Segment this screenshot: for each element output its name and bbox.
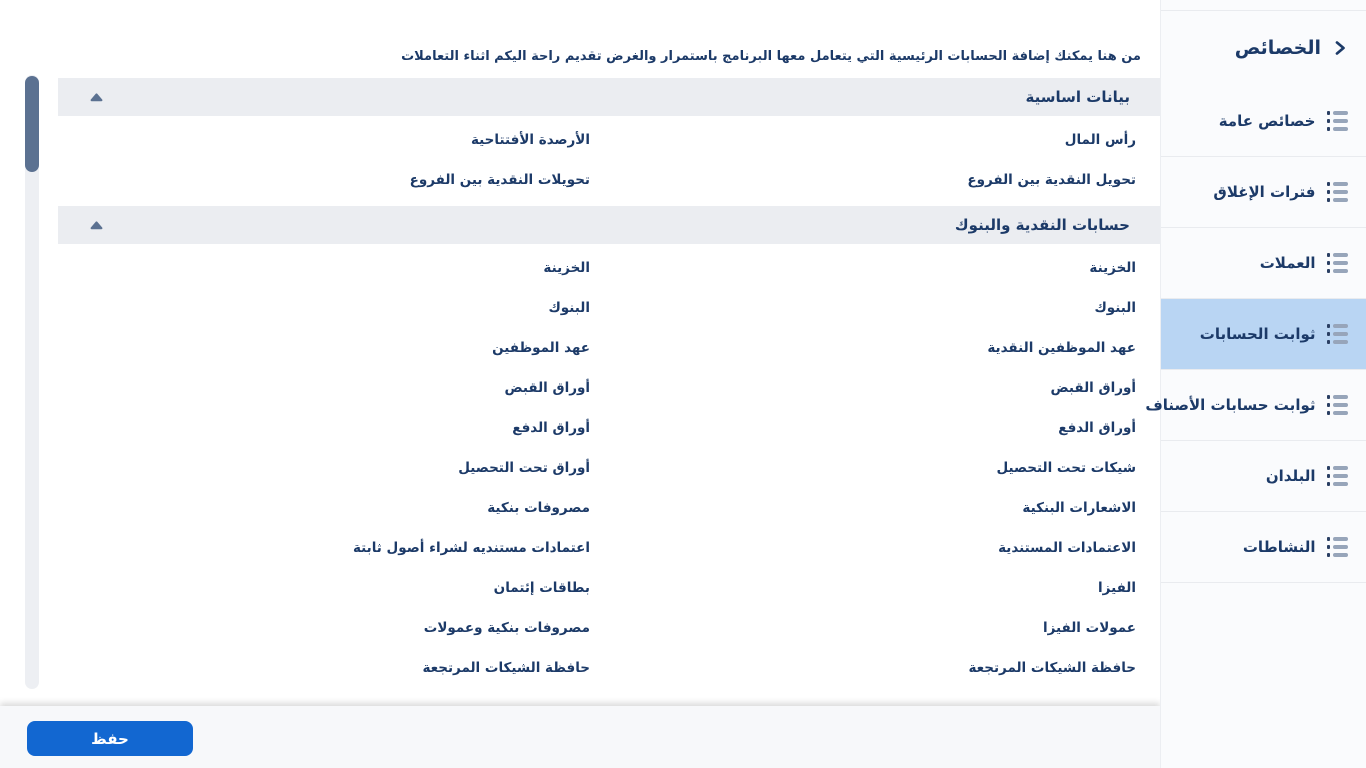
sidebar-item[interactable]: خصائص عامة <box>1161 86 1366 157</box>
list-icon <box>1326 323 1348 345</box>
account-row: البنوك البنوك <box>58 288 1160 328</box>
section-header[interactable]: حسابات النقدية والبنوك <box>58 206 1160 244</box>
account-row: عهد الموظفين النقدية عهد الموظفين <box>58 328 1160 368</box>
collapse-triangle-up-icon <box>90 92 103 102</box>
sidebar-header-properties[interactable]: الخصائص <box>1161 10 1366 86</box>
account-row-value[interactable]: تحويلات النقدية بين الفروع <box>409 172 590 188</box>
account-row-label: شيكات تحت التحصيل <box>996 460 1136 476</box>
sidebar-item-label: فترات الإغلاق <box>1213 183 1316 201</box>
section-rows: رأس المال الأرصدة الأفتتاحية تحويل النقدية… <box>58 120 1160 200</box>
account-row-value[interactable]: حافظة الشيكات المرتجعة <box>422 660 590 676</box>
account-row-label: رأس المال <box>1064 132 1136 148</box>
account-row: رأس المال الأرصدة الأفتتاحية <box>58 120 1160 160</box>
account-row-label: حافظة الشيكات المرتجعة <box>968 660 1136 676</box>
account-row-label: الفيزا <box>1098 580 1136 596</box>
list-icon <box>1326 536 1348 558</box>
sidebar-item[interactable]: العملات <box>1161 228 1366 299</box>
account-row: عمولات الفيزا مصروفات بنكية وعمولات <box>58 608 1160 648</box>
account-row-value[interactable]: أوراق الدفع <box>512 420 590 436</box>
account-row-label: عمولات الفيزا <box>1042 620 1136 636</box>
section-header[interactable]: بيانات اساسية <box>58 78 1160 116</box>
sidebar-item[interactable]: البلدان <box>1161 441 1366 512</box>
account-row-label: أوراق الدفع <box>1058 420 1136 436</box>
account-row-value[interactable]: اعتمادات مستنديه لشراء أصول ثابتة <box>352 540 590 556</box>
account-row: الاعتمادات المستندية اعتمادات مستنديه لشر… <box>58 528 1160 568</box>
section-title: حسابات النقدية والبنوك <box>954 216 1130 234</box>
section-rows: الخزينة الخزينة البنوك البنوك عهد الموظفين ا… <box>58 248 1160 688</box>
account-row-label: أوراق القبض <box>1050 380 1136 396</box>
account-row-value[interactable]: مصروفات بنكية <box>487 500 590 516</box>
list-icon <box>1326 465 1348 487</box>
sidebar-item-label: البلدان <box>1265 467 1316 485</box>
sidebar-item-label: ثوابت حسابات الأصناف <box>1145 396 1316 414</box>
sidebar-item-label: النشاطات <box>1242 538 1316 556</box>
footer-bar: حفظ <box>0 706 1160 768</box>
list-icon <box>1326 110 1348 132</box>
account-row: حافظة الشيكات المرتجعة حافظة الشيكات المر… <box>58 648 1160 688</box>
account-row-label: الاشعارات البنكية <box>1022 500 1136 516</box>
page-description: من هنا يمكنك إضافة الحسابات الرئيسية الت… <box>401 49 1141 64</box>
collapse-triangle-up-icon <box>90 220 103 230</box>
account-row-value[interactable]: بطاقات إئتمان <box>493 580 590 596</box>
sidebar-title: الخصائص <box>1234 37 1321 59</box>
sidebar-item[interactable]: ثوابت حسابات الأصناف <box>1145 370 1366 441</box>
account-row-label: عهد الموظفين النقدية <box>987 340 1136 356</box>
account-row-value[interactable]: أوراق القبض <box>504 380 590 396</box>
chevron-right-icon <box>1332 40 1348 56</box>
account-row: شيكات تحت التحصيل أوراق تحت التحصيل <box>58 448 1160 488</box>
account-row-label: الاعتمادات المستندية <box>998 540 1136 556</box>
account-row: تحويل النقدية بين الفروع تحويلات النقدية … <box>58 160 1160 200</box>
account-row: أوراق القبض أوراق القبض <box>58 368 1160 408</box>
account-row: الفيزا بطاقات إئتمان <box>58 568 1160 608</box>
vertical-scrollbar-track[interactable] <box>25 75 39 689</box>
account-row-value[interactable]: عهد الموظفين <box>492 340 590 356</box>
account-row: أوراق الدفع أوراق الدفع <box>58 408 1160 448</box>
account-row-label: تحويل النقدية بين الفروع <box>967 172 1136 188</box>
account-row: الخزينة الخزينة <box>58 248 1160 288</box>
sidebar-top-divider <box>1161 10 1366 11</box>
sidebar-item-label: ثوابت الحسابات <box>1199 325 1316 343</box>
vertical-scrollbar-thumb[interactable] <box>25 76 39 172</box>
account-row: الاشعارات البنكية مصروفات بنكية <box>58 488 1160 528</box>
sidebar-item[interactable]: ثوابت الحسابات <box>1161 299 1366 370</box>
account-row-label: البنوك <box>1094 300 1136 316</box>
sidebar-item-label: خصائص عامة <box>1218 112 1316 130</box>
account-row-value[interactable]: البنوك <box>548 300 590 316</box>
sidebar-item-label: العملات <box>1259 254 1316 272</box>
main-content: من هنا يمكنك إضافة الحسابات الرئيسية الت… <box>0 49 1160 768</box>
section-title: بيانات اساسية <box>1025 88 1130 106</box>
list-icon <box>1326 181 1348 203</box>
account-row-label: الخزينة <box>1089 260 1136 276</box>
sidebar-items: خصائص عامة فترات الإغلاق العملات ثوابت الحس… <box>1145 86 1366 583</box>
sidebar-item[interactable]: فترات الإغلاق <box>1161 157 1366 228</box>
list-icon <box>1326 394 1348 416</box>
sections-container: بيانات اساسية رأس المال الأرصدة الأفتتاحية… <box>58 78 1160 690</box>
save-button[interactable]: حفظ <box>27 721 193 756</box>
list-icon <box>1326 252 1348 274</box>
account-row-value[interactable]: مصروفات بنكية وعمولات <box>423 620 590 636</box>
account-row-value[interactable]: أوراق تحت التحصيل <box>458 460 590 476</box>
account-row-value[interactable]: الخزينة <box>543 260 590 276</box>
sidebar: الخصائص خصائص عامة فترات الإغلاق العملات ثو… <box>1145 0 1366 768</box>
account-row-value[interactable]: الأرصدة الأفتتاحية <box>470 132 590 148</box>
sidebar-item[interactable]: النشاطات <box>1161 512 1366 583</box>
